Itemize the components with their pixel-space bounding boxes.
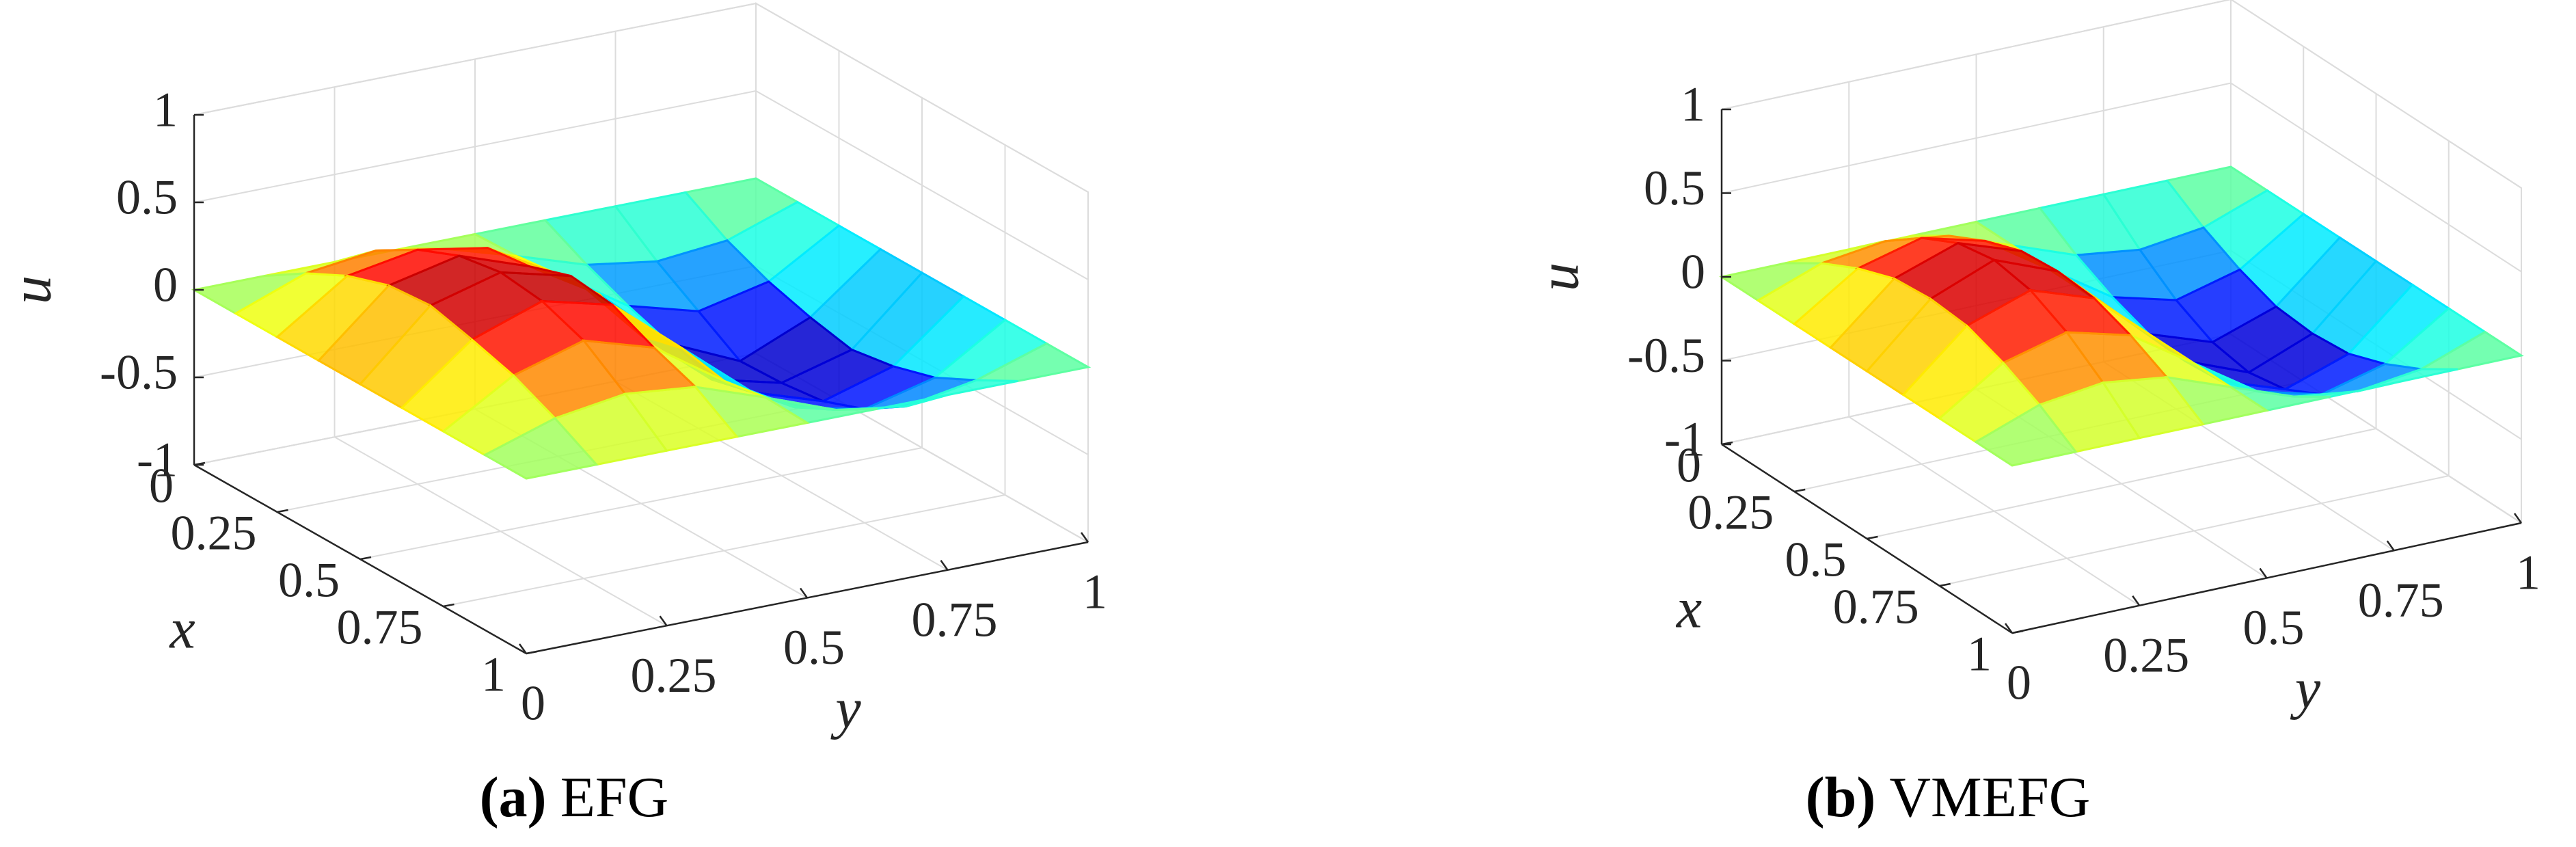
grid-line — [1867, 428, 2376, 539]
z-tick-label: 0.5 — [116, 170, 178, 225]
tick-mark — [526, 650, 538, 655]
x-tick-label: 1 — [481, 647, 506, 702]
x-axis-label: x — [1675, 576, 1702, 640]
x-tick-label: 0 — [149, 459, 174, 513]
tick-mark — [2386, 540, 2395, 551]
grid-line — [360, 447, 923, 560]
tick-mark — [1721, 441, 1733, 446]
y-axis-label: y — [2290, 657, 2321, 721]
surface-plot: -1-0.500.5100.250.50.75100.250.50.751uxy… — [0, 2, 1107, 829]
y-tick-label: 0.75 — [2358, 573, 2444, 628]
x-tick-label: 0.75 — [337, 600, 423, 655]
z-tick-label: 0 — [153, 258, 178, 312]
y-axis-label: y — [830, 677, 861, 740]
x-tick-label: 0.25 — [171, 506, 257, 561]
tick-mark — [2259, 567, 2268, 579]
tick-mark — [1867, 535, 1878, 540]
y-tick-label: 1 — [2516, 546, 2540, 600]
y-tick-label: 0.25 — [631, 648, 717, 703]
z-axis-label: u — [0, 275, 63, 304]
y-tick-label: 1 — [1083, 565, 1107, 619]
tick-mark — [940, 560, 949, 571]
z-tick-label: 0 — [1681, 245, 1705, 299]
caption-label: (b) — [1806, 766, 1876, 829]
z-tick-label: 0.5 — [1644, 161, 1705, 215]
caption-text: EFG — [560, 766, 669, 829]
surface-patch — [483, 416, 599, 480]
x-tick-label: 0.25 — [1687, 485, 1774, 540]
surface-plot: -1-0.500.5100.250.50.75100.250.50.751uxy… — [1527, 0, 2540, 829]
tick-mark — [2513, 513, 2523, 524]
y-tick-label: 0.25 — [2103, 628, 2189, 682]
y-tick-label: 0.5 — [2243, 600, 2305, 655]
z-tick-label: 1 — [153, 83, 178, 137]
tick-mark — [277, 509, 288, 513]
x-tick-label: 0.5 — [1785, 533, 1847, 587]
caption: (b) VMEFG — [1806, 766, 2091, 829]
tick-mark — [2004, 623, 2014, 634]
caption: (a) EFG — [480, 766, 669, 829]
tick-mark — [443, 603, 455, 608]
tick-mark — [799, 587, 809, 599]
tick-mark — [1794, 488, 1806, 493]
y-tick-label: 0.75 — [912, 592, 998, 647]
y-tick-label: 0 — [521, 676, 545, 731]
z-tick-label: -0.5 — [1627, 328, 1705, 383]
z-tick-label: 1 — [1681, 77, 1705, 132]
x-tick-label: 0.75 — [1833, 580, 1919, 634]
y-tick-label: 0.5 — [783, 620, 845, 675]
z-tick-label: -1 — [137, 433, 178, 487]
caption-label: (a) — [480, 766, 547, 829]
tick-mark — [360, 556, 372, 561]
tick-mark — [1939, 582, 1951, 587]
tick-mark — [518, 643, 528, 654]
tick-mark — [1080, 532, 1089, 543]
grid-line — [1939, 475, 2449, 587]
tick-mark — [2132, 595, 2141, 606]
z-tick-label: -0.5 — [100, 345, 178, 400]
x-tick-label: 0.5 — [278, 553, 340, 608]
caption-text: VMEFG — [1889, 766, 2090, 829]
surface-patch — [1974, 403, 2078, 467]
x-tick-label: 0 — [1677, 438, 1701, 493]
z-axis-label: u — [1527, 263, 1590, 291]
y-tick-label: 0 — [2007, 656, 2031, 710]
grid-line — [443, 494, 1005, 607]
z-tick-label: -1 — [1664, 412, 1705, 467]
tick-mark — [2011, 630, 2024, 634]
tick-mark — [193, 461, 206, 466]
x-tick-label: 1 — [1967, 627, 1992, 682]
tick-mark — [659, 615, 668, 626]
x-axis-label: x — [168, 597, 195, 660]
